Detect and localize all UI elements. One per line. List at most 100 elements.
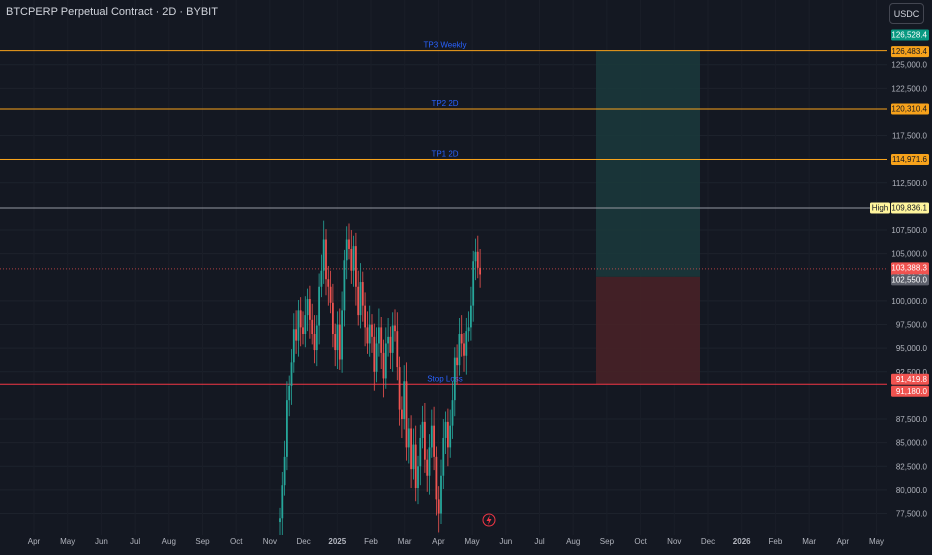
y-tick-label: 95,000.0 [896, 344, 928, 353]
candle-body [322, 239, 325, 271]
symbol-title[interactable]: BTCPERP Perpetual Contract · 2D · BYBIT [6, 6, 218, 18]
candle-body [334, 334, 337, 351]
high-badge-bg [870, 202, 890, 214]
stop-loss-label[interactable]: Stop Loss [427, 374, 463, 383]
candle-body [444, 421, 447, 438]
candle-body [460, 334, 463, 344]
price-tag-top-bg [891, 29, 929, 41]
price-tag-stop-upper-bg [891, 373, 929, 385]
y-tick-label: 80,000.0 [896, 486, 928, 495]
price-tag-stop-bg [891, 385, 929, 397]
price-tag-tp3: 126,483.4 [891, 47, 927, 56]
x-tick-label: Mar [398, 537, 412, 546]
price-tag-tp1: 114,971.6 [892, 155, 928, 164]
candle-body [311, 319, 314, 335]
candle-body [430, 425, 433, 448]
candle-body [476, 251, 479, 268]
candle-body [417, 466, 419, 489]
candle-body [348, 239, 350, 249]
candle-body [451, 400, 454, 426]
x-tick-label: Aug [162, 537, 176, 546]
candle-body [343, 260, 346, 311]
candle-body [474, 251, 477, 262]
candle-body [470, 305, 472, 328]
price-tag-top: 126,528.4 [891, 31, 927, 40]
x-tick-label: Sep [600, 537, 615, 546]
candle-body [384, 343, 387, 379]
candle-body [375, 343, 378, 372]
tp2-label[interactable]: TP2 2D [431, 99, 458, 108]
candle-body [428, 447, 431, 476]
candle-body [437, 499, 440, 514]
candle-body [332, 302, 334, 335]
lightning-icon-bolt [486, 515, 492, 525]
price-tag-stop-upper: 91,419.8 [896, 375, 928, 384]
stop-loss-zone[interactable] [596, 276, 700, 385]
candle-body [304, 315, 307, 335]
x-tick-label: Dec [296, 537, 310, 546]
candles-group[interactable] [279, 220, 481, 539]
candle-body [449, 425, 452, 448]
lightning-icon-ring [482, 513, 496, 527]
candle-body [410, 428, 412, 470]
y-tick-label: 87,500.0 [896, 415, 928, 424]
high-badge: High [872, 203, 888, 212]
y-tick-label: 122,500.0 [891, 84, 927, 93]
x-tick-label: Apr [432, 537, 445, 546]
candle-body [433, 425, 435, 457]
candle-body [359, 282, 362, 316]
candle-body [290, 362, 293, 386]
x-tick-label: Nov [263, 537, 277, 546]
candle-body [318, 286, 320, 326]
x-tick-label: Feb [364, 537, 378, 546]
x-tick-label: Jun [499, 537, 512, 546]
y-tick-label: 105,000.0 [891, 250, 927, 259]
price-tag-entry: 102,550.0 [891, 275, 927, 284]
candle-body [297, 310, 300, 341]
candle-body [371, 324, 373, 337]
candle-body [279, 518, 281, 523]
y-tick-label: 117,500.0 [892, 132, 928, 141]
take-profit-zone[interactable] [596, 50, 700, 277]
candle-body [306, 299, 309, 316]
x-tick-label: 2025 [328, 537, 346, 546]
candle-body [389, 336, 392, 353]
x-tick-label: Oct [230, 537, 243, 546]
candle-body [458, 334, 461, 366]
candle-body [364, 305, 366, 328]
candle-body [440, 475, 442, 514]
candle-body [309, 299, 311, 320]
x-tick-label: Apr [28, 537, 41, 546]
x-tick-label: Jul [130, 537, 140, 546]
y-tick-label: 92,500.0 [896, 368, 928, 377]
price-tag-tp2: 120,310.4 [891, 105, 927, 114]
y-tick-label: 100,000.0 [891, 297, 927, 306]
candle-body [292, 329, 295, 363]
x-tick-label: Sep [195, 537, 210, 546]
candle-body [352, 246, 355, 271]
candle-body [341, 310, 343, 360]
y-tick-label: 77,500.0 [896, 510, 928, 519]
x-tick-label: Dec [701, 537, 715, 546]
candle-body [465, 331, 468, 356]
x-tick-label: Feb [769, 537, 783, 546]
x-tick-label: Jun [95, 537, 108, 546]
candle-body [394, 325, 396, 332]
x-tick-label: Oct [634, 537, 647, 546]
candle-body [396, 331, 399, 368]
candle-body [387, 336, 389, 344]
price-tag-tp2-bg [891, 103, 929, 115]
time-axis[interactable] [0, 535, 887, 550]
tp3-weekly-label[interactable]: TP3 Weekly [424, 41, 467, 50]
price-tag-stop: 91,180.0 [896, 387, 928, 396]
candle-body [421, 421, 424, 438]
candle-body [419, 437, 422, 467]
tp1-label[interactable]: TP1 2D [431, 149, 458, 158]
x-tick-label: 2026 [733, 537, 751, 546]
currency-button[interactable]: USDC [889, 3, 924, 24]
lightning-icon[interactable] [482, 513, 496, 527]
candle-body [391, 325, 394, 353]
candle-body [345, 239, 348, 261]
